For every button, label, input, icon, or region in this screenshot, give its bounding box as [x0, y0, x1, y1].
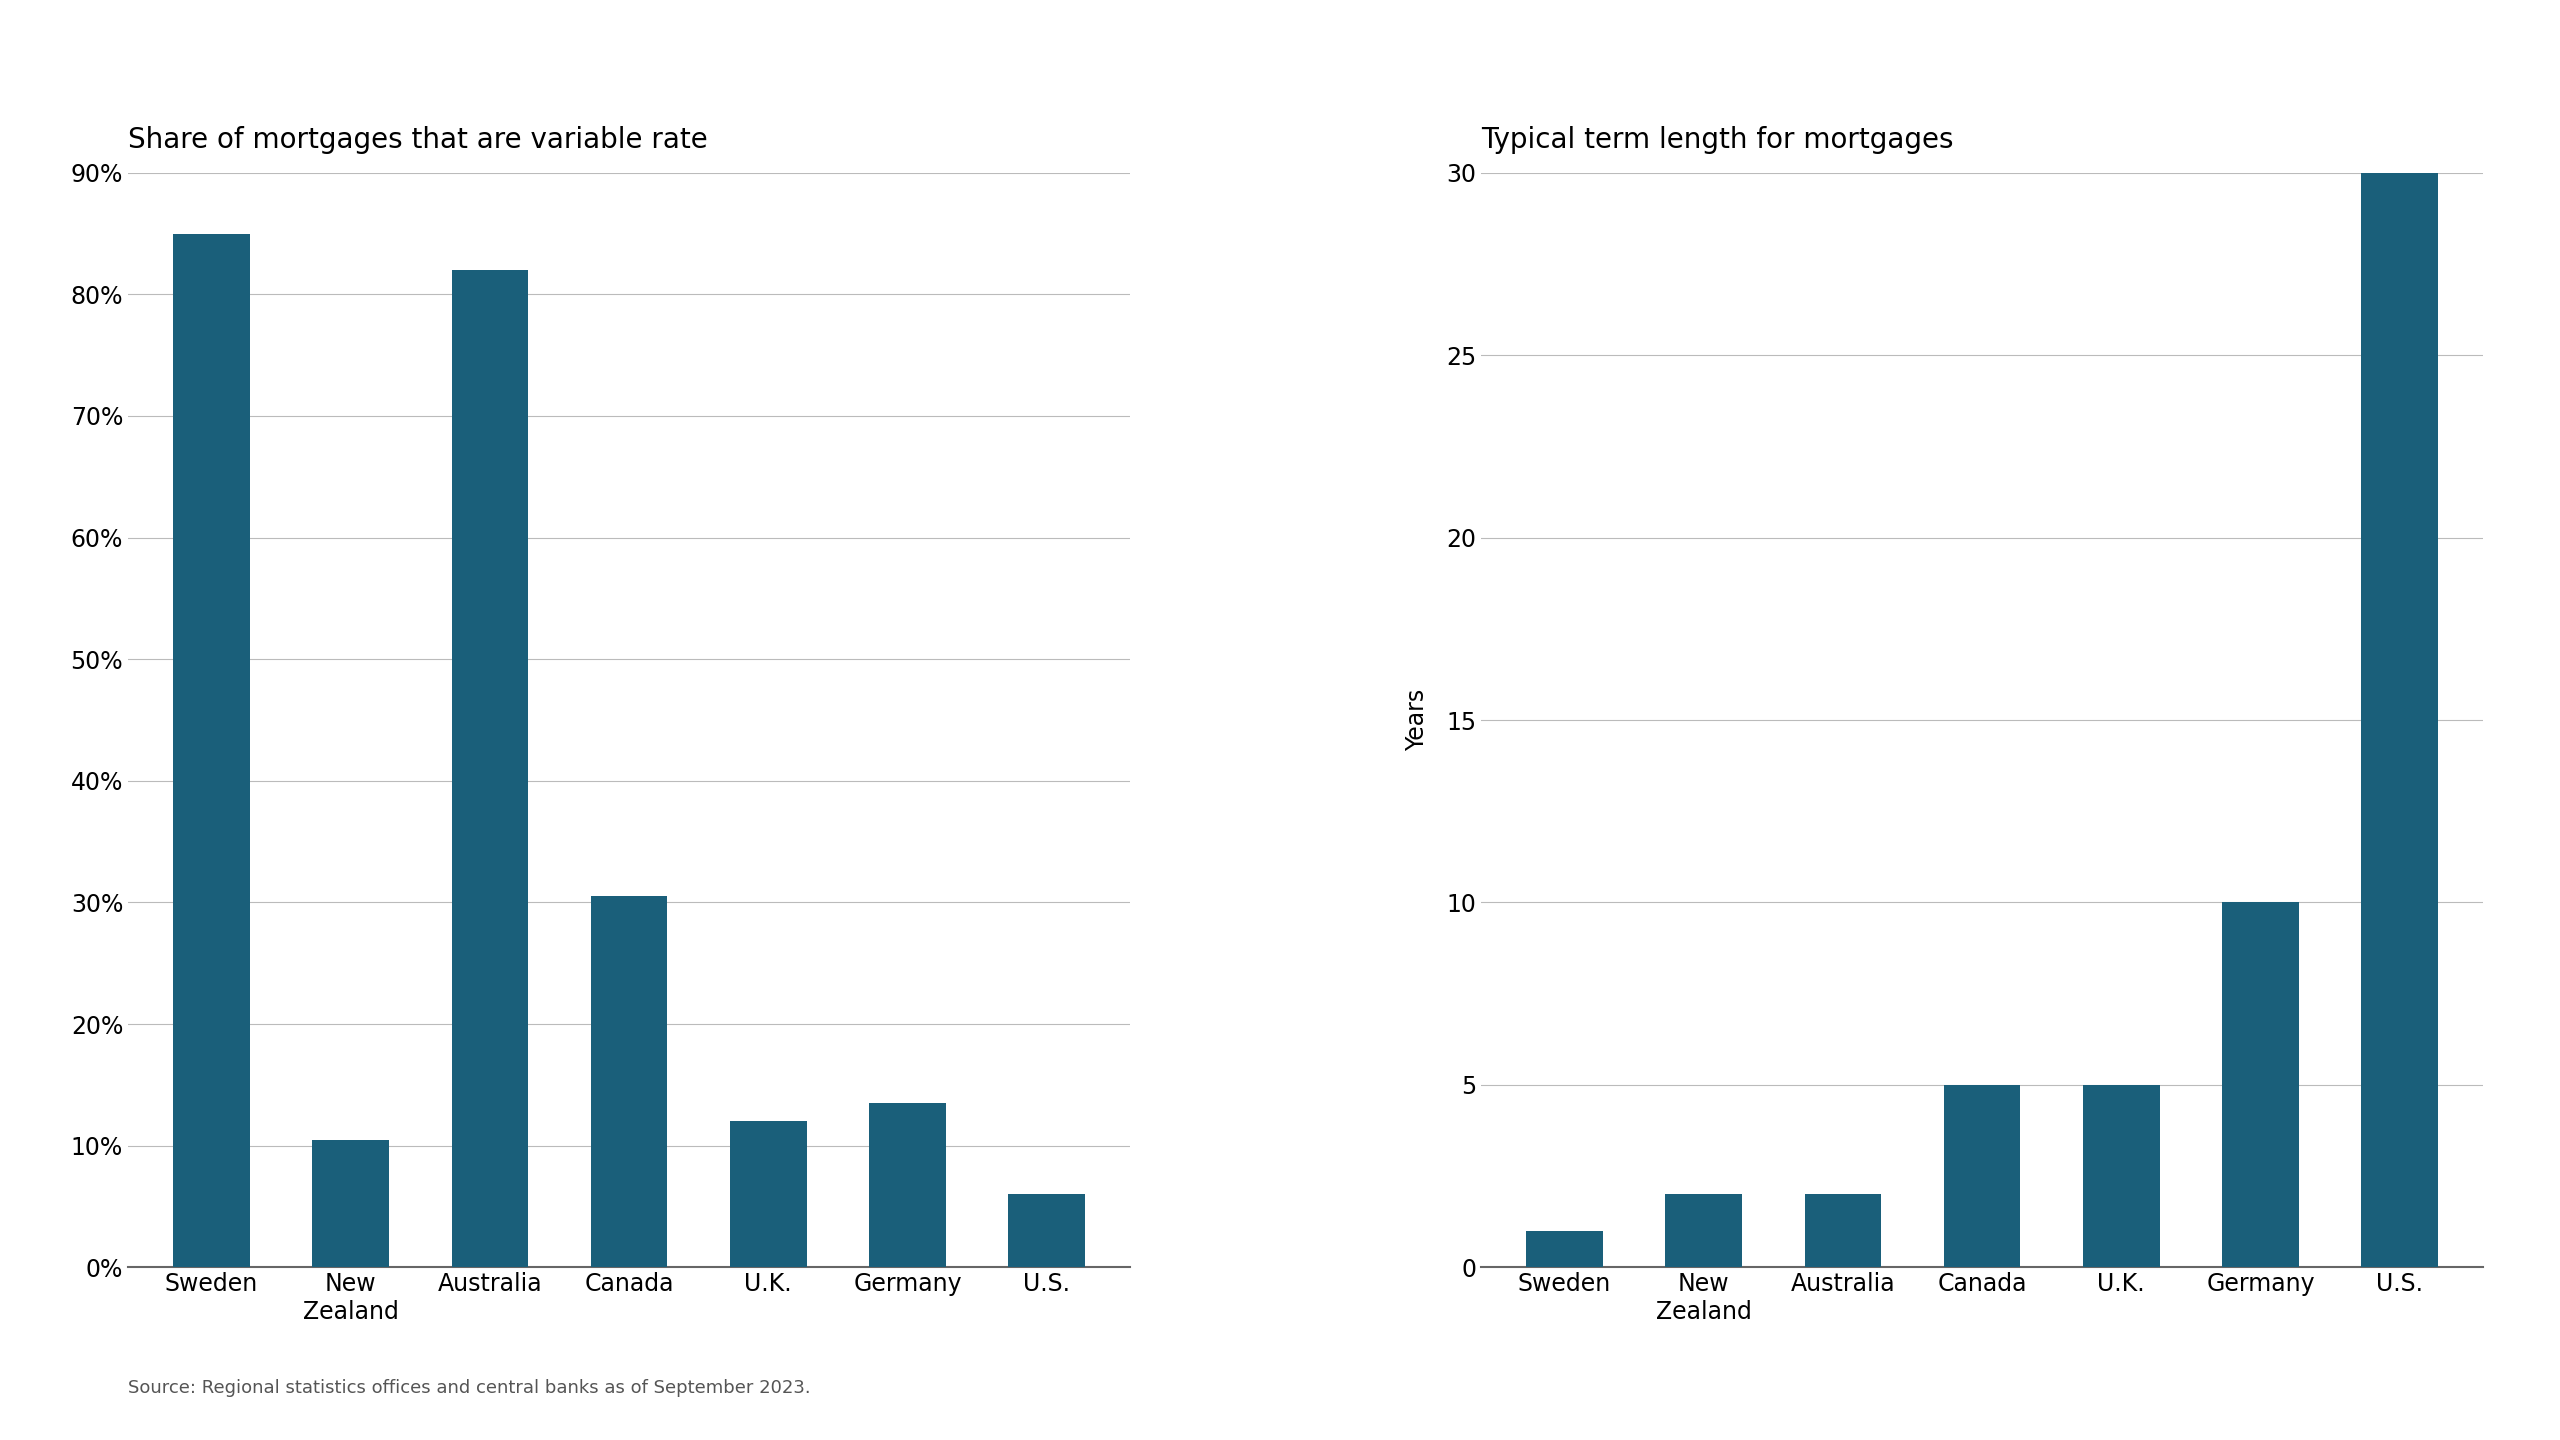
Bar	[1805, 1194, 1882, 1267]
Bar	[591, 896, 668, 1267]
Bar	[870, 1103, 945, 1267]
Bar	[1667, 1194, 1741, 1267]
Y-axis label: Years: Years	[1405, 688, 1428, 752]
Bar	[2360, 173, 2437, 1267]
Bar	[312, 1139, 389, 1267]
Bar	[1526, 1231, 1603, 1267]
Bar	[730, 1122, 806, 1267]
Text: Typical term length for mortgages: Typical term length for mortgages	[1482, 125, 1953, 154]
Bar	[174, 233, 251, 1267]
Text: Source: Regional statistics offices and central banks as of September 2023.: Source: Regional statistics offices and …	[128, 1380, 812, 1397]
Bar	[1943, 1084, 2020, 1267]
Text: Share of mortgages that are variable rate: Share of mortgages that are variable rat…	[128, 125, 707, 154]
Bar	[2222, 903, 2299, 1267]
Bar	[451, 271, 527, 1267]
Bar	[1009, 1194, 1085, 1267]
Bar	[2084, 1084, 2161, 1267]
